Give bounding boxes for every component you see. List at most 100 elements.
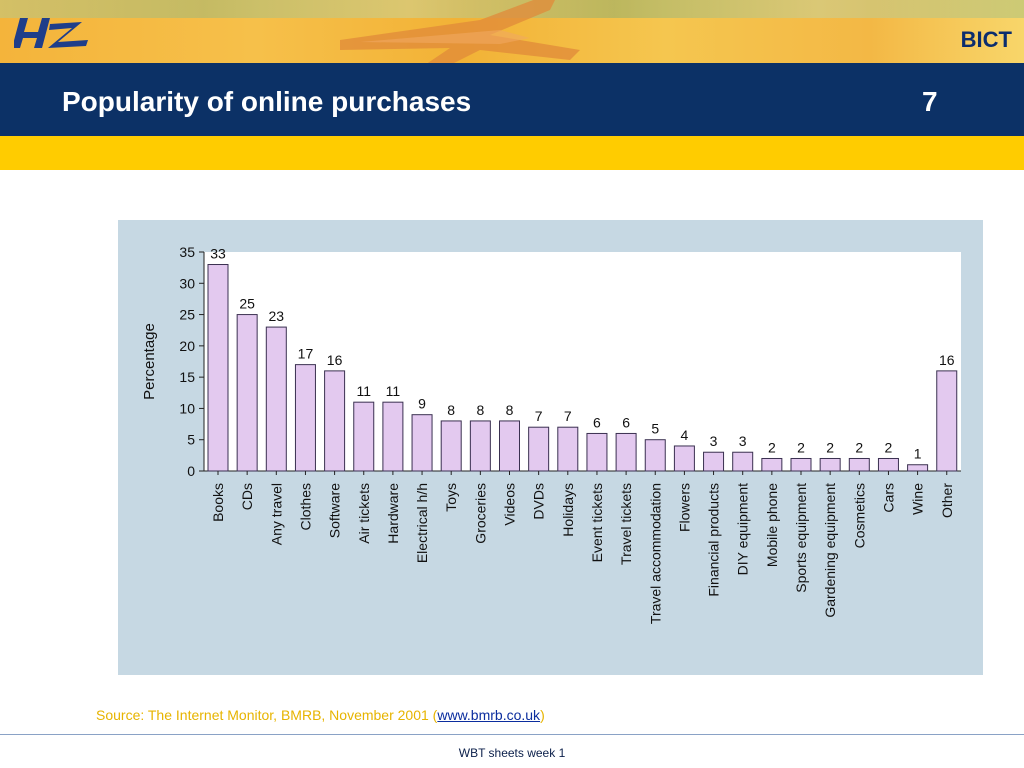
data-label: 6 [622, 414, 630, 430]
accent-bar [0, 136, 1024, 170]
brand-label: BICT [960, 27, 1012, 52]
data-label: 5 [651, 421, 659, 437]
title-bar [0, 63, 1024, 136]
category-label: Hardware [385, 483, 401, 544]
y-tick-label: 25 [179, 307, 195, 323]
y-axis-label: Percentage [141, 323, 158, 400]
bar [848, 457, 870, 472]
source-note: Source: The Internet Monitor, BMRB, Nove… [96, 707, 545, 723]
bar [673, 445, 695, 472]
category-label: Videos [502, 483, 518, 526]
bar [819, 457, 841, 472]
data-label: 11 [356, 383, 371, 399]
footer-text: WBT sheets week 1 [458, 746, 566, 760]
source-suffix: ) [540, 707, 545, 723]
airplane-image [340, 0, 580, 63]
bar [324, 370, 346, 472]
bar [877, 457, 899, 472]
data-label: 8 [476, 402, 484, 418]
category-label: Event tickets [589, 483, 605, 562]
hz-logo [14, 18, 88, 48]
category-label: Air tickets [356, 483, 372, 544]
y-tick-label: 35 [179, 244, 195, 260]
y-tick-label: 30 [179, 275, 195, 291]
bar [207, 264, 229, 472]
data-label: 23 [269, 308, 285, 324]
y-tick-label: 15 [179, 369, 195, 385]
category-label: Clothes [297, 483, 313, 530]
data-label: 8 [506, 402, 514, 418]
category-label: Toys [443, 483, 459, 512]
data-label: 3 [739, 433, 747, 449]
data-label: 3 [710, 433, 718, 449]
category-label: Wine [910, 483, 926, 515]
category-label: Financial products [706, 483, 722, 597]
y-tick-label: 0 [187, 463, 195, 479]
data-label: 16 [327, 352, 343, 368]
category-label: Mobile phone [764, 483, 780, 567]
bar [586, 432, 608, 472]
category-label: Electrical h/h [414, 483, 430, 563]
data-label: 33 [210, 246, 226, 262]
bar [703, 451, 725, 472]
data-label: 17 [298, 346, 314, 362]
header-banner: BICT [0, 0, 1024, 63]
bar [294, 364, 316, 472]
bar [236, 314, 258, 472]
data-label: 2 [826, 439, 834, 455]
category-label: Gardening equipment [822, 483, 838, 618]
data-label: 25 [239, 296, 255, 312]
footer-divider [0, 734, 1024, 735]
bar [790, 457, 812, 472]
data-label: 8 [447, 402, 455, 418]
page-number: 7 [922, 86, 938, 117]
bar [411, 414, 433, 472]
data-label: 16 [939, 352, 955, 368]
bar [353, 401, 375, 472]
category-label: Travel accommodation [647, 483, 663, 624]
bar [265, 326, 287, 472]
bar [761, 457, 783, 472]
category-label: Travel tickets [618, 483, 634, 565]
category-label: CDs [239, 483, 255, 510]
data-label: 2 [885, 439, 893, 455]
category-label: Cosmetics [851, 483, 867, 548]
y-tick-label: 10 [179, 400, 195, 416]
bar [382, 401, 404, 472]
bar [644, 439, 666, 472]
data-label: 2 [797, 439, 805, 455]
data-label: 6 [593, 414, 601, 430]
category-label: Groceries [472, 483, 488, 544]
y-tick-label: 5 [187, 432, 195, 448]
bar [469, 420, 491, 472]
data-label: 2 [768, 439, 776, 455]
data-label: 7 [564, 408, 572, 424]
data-label: 11 [386, 383, 401, 399]
bar [557, 426, 579, 472]
bar-chart: 05101520253035Percentage33Books25CDs23An… [141, 244, 961, 624]
bar [936, 370, 958, 472]
category-label: Books [210, 483, 226, 522]
y-tick-label: 20 [179, 338, 195, 354]
category-label: Cars [880, 483, 896, 513]
bar [528, 426, 550, 472]
category-label: Any travel [268, 483, 284, 545]
bar [732, 451, 754, 472]
data-label: 9 [418, 396, 426, 412]
bar [615, 432, 637, 472]
source-link[interactable]: www.bmrb.co.uk [437, 707, 541, 723]
category-label: Other [939, 483, 955, 518]
data-label: 7 [535, 408, 543, 424]
source-text: Source: The Internet Monitor, BMRB, Nove… [96, 707, 438, 723]
chart-figure: 0 5 10 15 20 25 30 35 Percentage 33 Books 25 CDs 23 An… [118, 220, 983, 675]
category-label: DVDs [531, 483, 547, 520]
data-label: 4 [681, 427, 689, 443]
category-label: Software [327, 483, 343, 538]
plot-area [204, 252, 961, 471]
category-label: Flowers [676, 483, 692, 532]
data-label: 2 [855, 439, 863, 455]
data-label: 1 [914, 446, 922, 462]
category-label: DIY equipment [735, 483, 751, 575]
slide-title: Popularity of online purchases [62, 86, 472, 117]
bar [907, 464, 929, 472]
